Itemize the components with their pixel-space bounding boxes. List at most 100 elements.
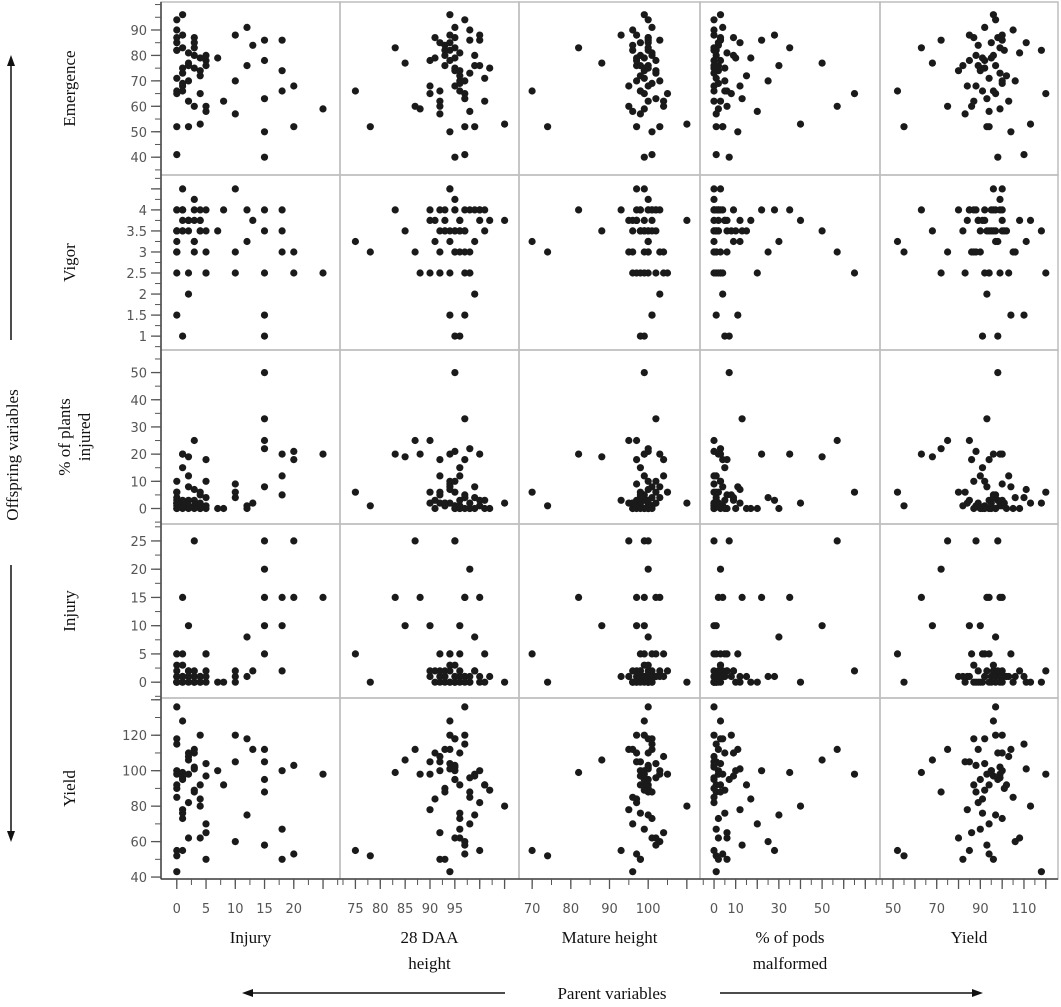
data-point — [712, 123, 720, 131]
data-point — [202, 760, 210, 768]
y-tick-label: 60 — [130, 836, 147, 851]
data-point — [528, 846, 536, 855]
panel-o_yield-vs-p_mature — [518, 697, 701, 880]
x-tick-label: 10 — [727, 902, 744, 917]
data-point — [656, 290, 664, 298]
data-point — [937, 788, 945, 796]
data-point — [214, 767, 222, 775]
data-point — [416, 593, 424, 602]
data-point — [456, 502, 464, 510]
data-point — [625, 537, 633, 545]
data-point — [184, 799, 193, 807]
data-point — [416, 450, 424, 458]
data-point — [451, 54, 459, 62]
data-point — [644, 565, 652, 573]
data-point — [963, 216, 971, 224]
data-point — [173, 846, 181, 855]
data-point — [972, 447, 980, 455]
data-point — [1005, 752, 1013, 761]
data-point — [173, 499, 181, 507]
data-point — [625, 745, 633, 754]
data-point — [944, 248, 952, 256]
data-point — [710, 16, 718, 24]
data-point — [710, 26, 718, 34]
data-point — [426, 488, 434, 496]
data-point — [202, 56, 210, 65]
data-point — [660, 472, 668, 480]
data-point — [850, 90, 859, 98]
data-point — [501, 802, 509, 810]
data-point — [260, 436, 269, 445]
data-point — [970, 735, 978, 743]
panel-o_injury-vs-p_daa28 — [339, 523, 520, 699]
data-point — [431, 496, 439, 504]
data-point — [202, 650, 210, 658]
data-point — [426, 269, 434, 277]
data-point — [184, 59, 193, 67]
data-point — [598, 622, 606, 630]
data-point — [972, 82, 980, 90]
data-point — [985, 850, 993, 858]
row-label-o_yield: Yield — [60, 770, 79, 807]
data-point — [466, 248, 474, 256]
data-point — [426, 436, 434, 445]
data-point — [481, 678, 489, 686]
data-point — [721, 749, 729, 757]
data-point — [727, 672, 735, 681]
data-point — [501, 499, 509, 507]
data-point — [231, 678, 239, 686]
data-point — [998, 678, 1006, 686]
data-point — [446, 269, 454, 277]
data-point — [633, 216, 641, 224]
data-point — [278, 36, 286, 44]
data-point — [231, 110, 239, 118]
data-point — [1037, 678, 1045, 686]
data-point — [974, 745, 982, 754]
data-point — [446, 485, 454, 494]
data-point — [202, 672, 210, 681]
data-point — [196, 672, 204, 681]
data-point — [758, 450, 766, 458]
data-point — [290, 269, 298, 277]
arrowhead-down-icon — [7, 831, 15, 842]
y-tick-label: 5 — [139, 648, 147, 663]
data-point — [456, 67, 464, 75]
data-point — [721, 650, 729, 658]
data-point — [636, 772, 645, 780]
data-point — [983, 483, 991, 491]
data-point — [738, 841, 746, 849]
data-point — [456, 809, 464, 817]
data-point — [184, 752, 193, 761]
data-point — [747, 795, 755, 803]
row-label-line: % of plants — [55, 398, 74, 475]
data-point — [260, 369, 269, 377]
data-point — [998, 480, 1006, 488]
data-point — [184, 290, 193, 298]
data-point — [173, 740, 181, 748]
data-point — [451, 332, 459, 340]
data-point — [633, 850, 641, 858]
data-point — [231, 488, 239, 496]
panel-border — [518, 349, 701, 525]
data-point — [998, 216, 1006, 224]
data-point — [446, 650, 454, 658]
data-point — [716, 97, 725, 105]
data-point — [451, 477, 459, 485]
data-point — [625, 436, 633, 445]
y-tick-label: 40 — [130, 394, 147, 409]
data-point — [1007, 745, 1015, 754]
data-point — [179, 31, 187, 39]
data-point — [196, 216, 204, 224]
data-point — [652, 672, 660, 681]
y-tick-label: 50 — [130, 126, 147, 141]
data-point — [231, 672, 239, 681]
data-point — [660, 752, 668, 761]
data-point — [1016, 504, 1024, 513]
panel-o_vigor-vs-p_yield — [879, 174, 1059, 351]
data-point — [260, 445, 269, 453]
data-point — [714, 216, 723, 224]
data-point — [481, 504, 489, 513]
data-point — [426, 90, 434, 98]
data-point — [1042, 269, 1050, 277]
data-point — [528, 237, 536, 246]
